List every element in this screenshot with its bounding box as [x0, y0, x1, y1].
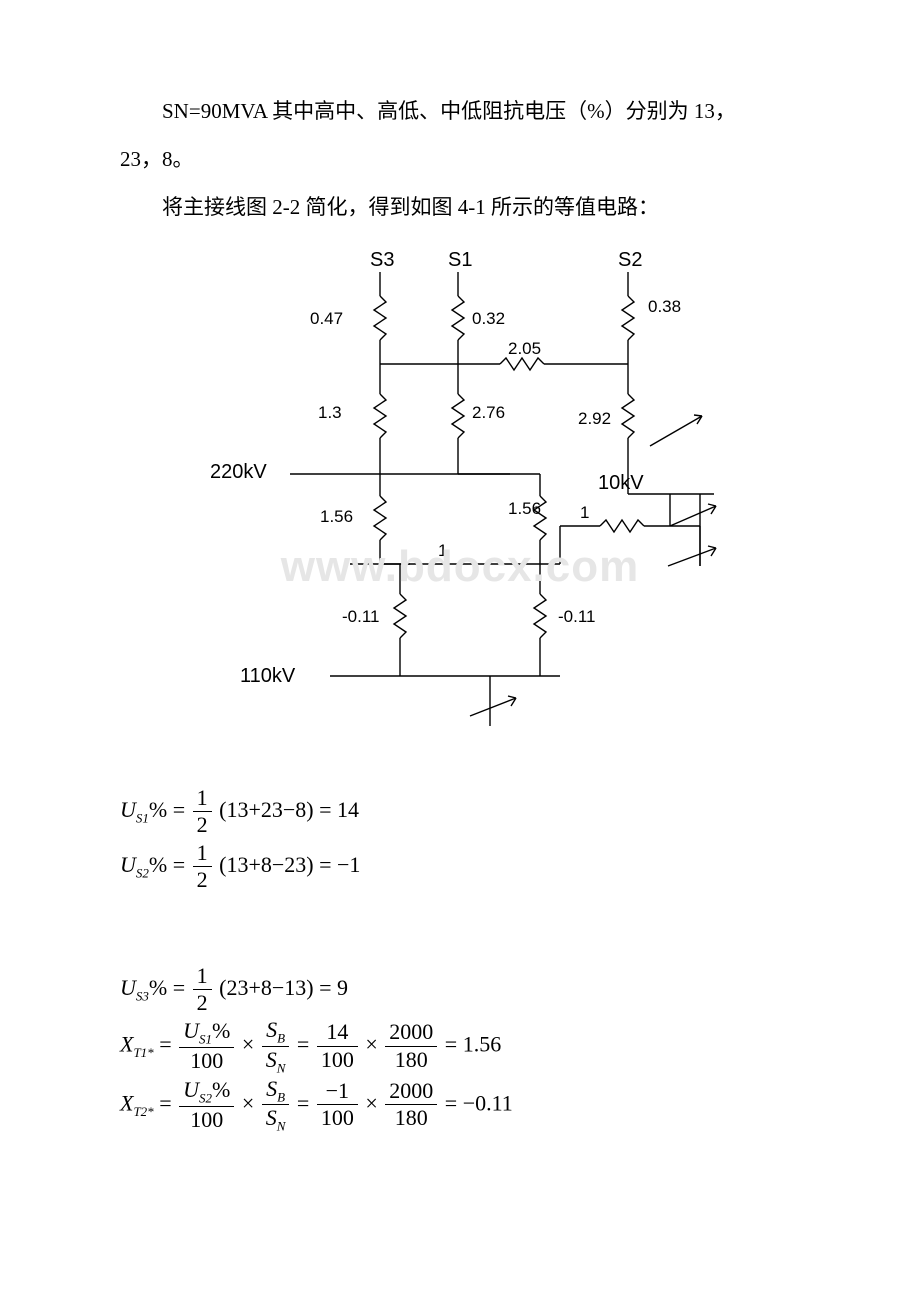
val-13: 1.3 [318, 403, 342, 422]
val-032: 0.32 [472, 309, 505, 328]
label-220kv: 220kV [210, 461, 267, 483]
label-10kv: 10kV [598, 472, 644, 494]
circuit-diagram: S3 S1 S2 0.47 0.32 0.38 [120, 246, 800, 756]
val-n011a: -0.11 [342, 607, 380, 626]
eq-us3: US3% = 12 (23+8−13) = 9 [120, 962, 800, 1017]
eq-us1: US1% = 12 (13+23−8) = 14 [120, 784, 800, 839]
paragraph-1a: SN=90MVA 其中高中、高低、中低阻抗电压（%）分别为 13， [120, 90, 800, 132]
val-156a: 1.56 [320, 507, 353, 526]
label-110kv: 110kV [240, 665, 296, 687]
val-047: 0.47 [310, 309, 343, 328]
equation-block-2: US3% = 12 (23+8−13) = 9 XT1* = US1% 100 … [120, 962, 800, 1135]
val-205: 2.05 [508, 339, 541, 358]
val-1b: 1 [580, 503, 589, 522]
label-s3: S3 [370, 249, 394, 271]
val-1a: 1 [438, 541, 447, 560]
eq-xt2: XT2* = US2% 100 × SB SN = −1100 × 200018… [120, 1076, 800, 1135]
val-276: 2.76 [472, 403, 505, 422]
equation-block-1: US1% = 12 (13+23−8) = 14 US2% = 12 (13+8… [120, 784, 800, 894]
label-s2: S2 [618, 249, 642, 271]
eq-xt1: XT1* = US1% 100 × SB SN = 14100 × 200018… [120, 1017, 800, 1076]
paragraph-1b: 23，8。 [120, 138, 800, 180]
paragraph-2: 将主接线图 2-2 简化，得到如图 4-1 所示的等值电路： [120, 186, 800, 228]
label-s1: S1 [448, 249, 472, 271]
val-038: 0.38 [648, 297, 681, 316]
val-156b: 1.56 [508, 499, 541, 518]
eq-us2: US2% = 12 (13+8−23) = −1 [120, 839, 800, 894]
val-292: 2.92 [578, 409, 611, 428]
val-n011b: -0.11 [558, 607, 596, 626]
